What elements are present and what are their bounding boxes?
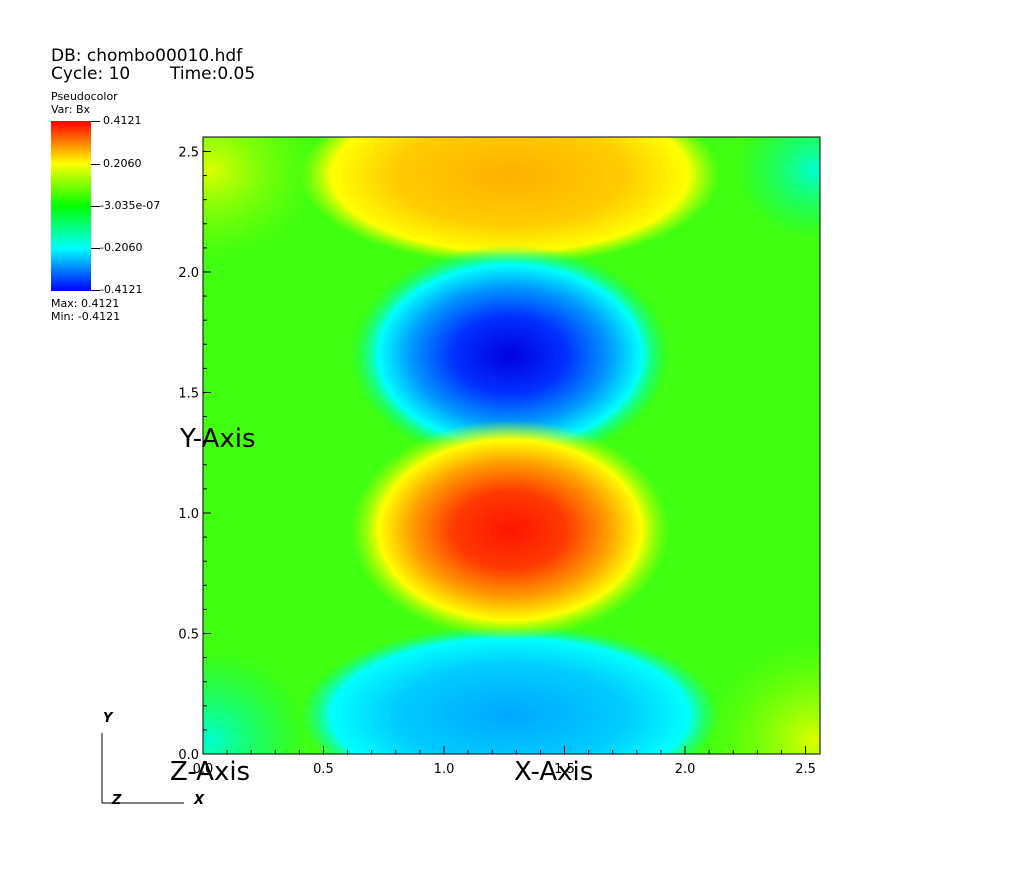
triad-z-label: Z [111, 793, 122, 808]
y-tick-label: 0.5 [178, 627, 199, 642]
z-axis-title: Z-Axis [170, 757, 250, 787]
x-ticks: 0.0 0.5 1.0 1.5 2.0 2.5 [193, 746, 816, 777]
plot-frame [202, 136, 821, 755]
database-name: DB: chombo00010.hdf [51, 46, 243, 66]
y-tick-label: 2.0 [178, 266, 199, 281]
y-tick-label: 2.5 [178, 145, 199, 160]
triad-y-label: Y [103, 711, 114, 726]
x-tick-label: 1.0 [434, 762, 455, 777]
triad-x-label: X [193, 793, 205, 808]
y-axis-title: Y-Axis [179, 424, 256, 454]
y-tick-label: 0.0 [178, 748, 199, 763]
legend-label-max: 0.4121 [103, 114, 142, 127]
legend-tick [91, 121, 100, 122]
legend-label-mid: -3.035e-07 [100, 199, 161, 212]
legend-tick [91, 248, 100, 249]
legend-plot-type: Pseudocolor [51, 90, 118, 103]
y-ticks: 0.0 0.5 1.0 1.5 2.0 2.5 [178, 145, 211, 763]
axis-triad: Y Z X [101, 711, 205, 808]
y-tick-label: 1.5 [178, 386, 199, 401]
time-label: Time:0.05 [170, 64, 256, 84]
legend-label-min: -0.4121 [100, 283, 143, 296]
x-tick-label: 0.0 [193, 762, 214, 777]
y-tick-label: 1.0 [178, 507, 199, 522]
cycle-label: Cycle: 10 [51, 64, 131, 84]
field-image [203, 137, 820, 754]
x-tick-label: 1.5 [554, 762, 575, 777]
legend-min-value: Min: -0.4121 [51, 310, 121, 323]
x-tick-label: 0.5 [313, 762, 334, 777]
legend-tick [91, 290, 100, 291]
x-tick-label: 2.5 [795, 762, 816, 777]
color-legend-bar [51, 121, 91, 291]
legend-label-high: 0.2060 [103, 157, 142, 170]
legend-tick [91, 164, 100, 165]
legend-label-low: -0.2060 [100, 241, 143, 254]
x-tick-label: 2.0 [675, 762, 696, 777]
legend-tick [91, 206, 100, 207]
legend-max-value: Max: 0.4121 [51, 297, 120, 310]
legend-variable: Var: Bx [51, 103, 90, 116]
x-axis-title: X-Axis [514, 757, 593, 787]
